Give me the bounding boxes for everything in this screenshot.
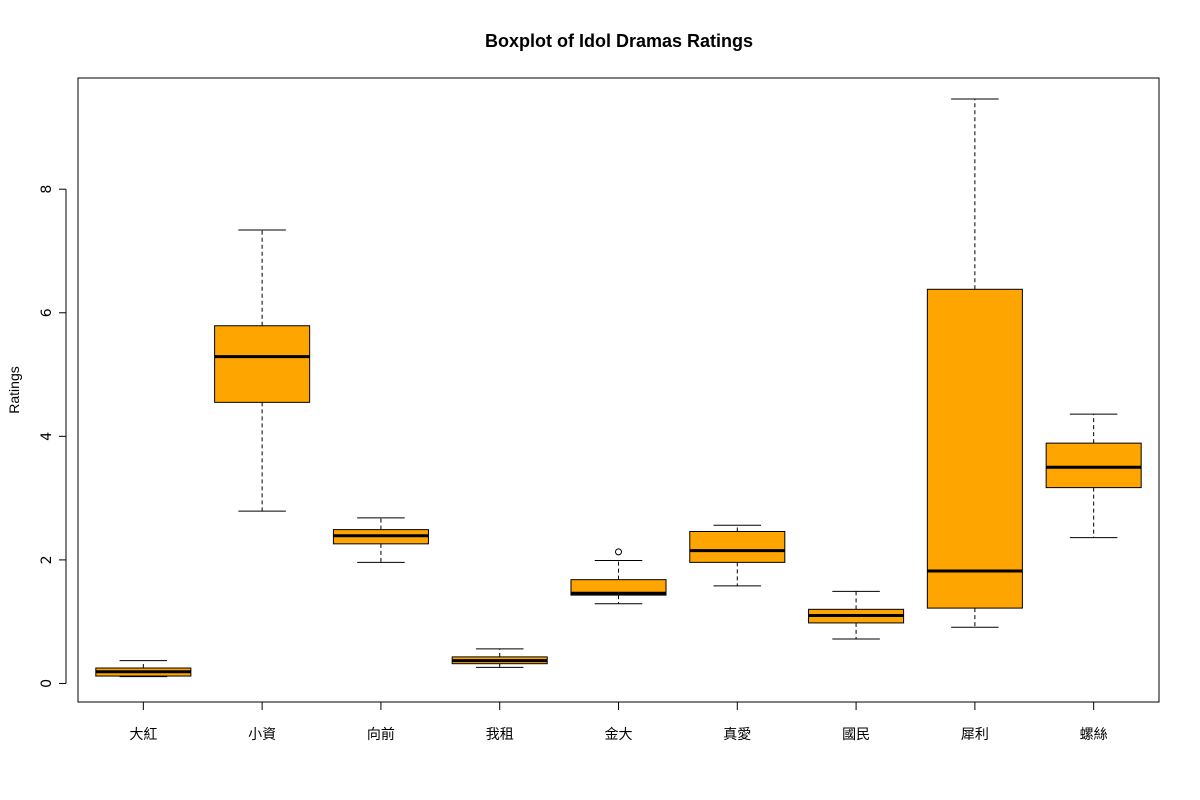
box-1 bbox=[95, 660, 192, 678]
box-2 bbox=[214, 229, 311, 512]
y-tick-label: 6 bbox=[39, 308, 55, 317]
x-tick-label: 我租 bbox=[486, 727, 514, 743]
box-iqr bbox=[1045, 442, 1142, 489]
box-3 bbox=[332, 517, 429, 563]
outlier-point bbox=[615, 548, 622, 556]
x-tick-label: 小資 bbox=[248, 727, 276, 743]
box-6 bbox=[689, 524, 786, 587]
y-tick-label: 0 bbox=[39, 679, 55, 688]
y-tick-label: 4 bbox=[39, 432, 55, 441]
x-tick-label: 國民 bbox=[842, 727, 870, 743]
y-axis: 0 2 4 6 8 bbox=[39, 185, 67, 688]
box-9 bbox=[1045, 413, 1142, 539]
box-iqr bbox=[926, 288, 1023, 609]
box-iqr bbox=[570, 579, 667, 596]
x-tick-label: 大紅 bbox=[129, 727, 157, 743]
y-tick-label: 8 bbox=[39, 185, 55, 194]
boxplot-series bbox=[95, 98, 1142, 678]
x-tick-label: 真愛 bbox=[723, 727, 751, 743]
box-7 bbox=[808, 590, 905, 640]
x-tick-label: 金大 bbox=[605, 727, 633, 743]
box-8 bbox=[926, 98, 1023, 628]
y-axis-label: Ratings bbox=[6, 366, 22, 413]
box-iqr bbox=[214, 325, 311, 403]
x-tick-label: 犀利 bbox=[961, 727, 989, 743]
box-iqr bbox=[689, 530, 786, 563]
chart-title: Boxplot of Idol Dramas Ratings bbox=[485, 31, 753, 51]
box-4 bbox=[451, 648, 548, 668]
x-tick-label: 螺絲 bbox=[1080, 727, 1108, 743]
box-5 bbox=[570, 548, 667, 605]
y-tick-label: 2 bbox=[39, 555, 55, 564]
x-axis: 大紅 小資 向前 我租 金大 真愛 國民 犀利 螺絲 bbox=[129, 701, 1108, 743]
x-tick-label: 向前 bbox=[367, 726, 395, 743]
